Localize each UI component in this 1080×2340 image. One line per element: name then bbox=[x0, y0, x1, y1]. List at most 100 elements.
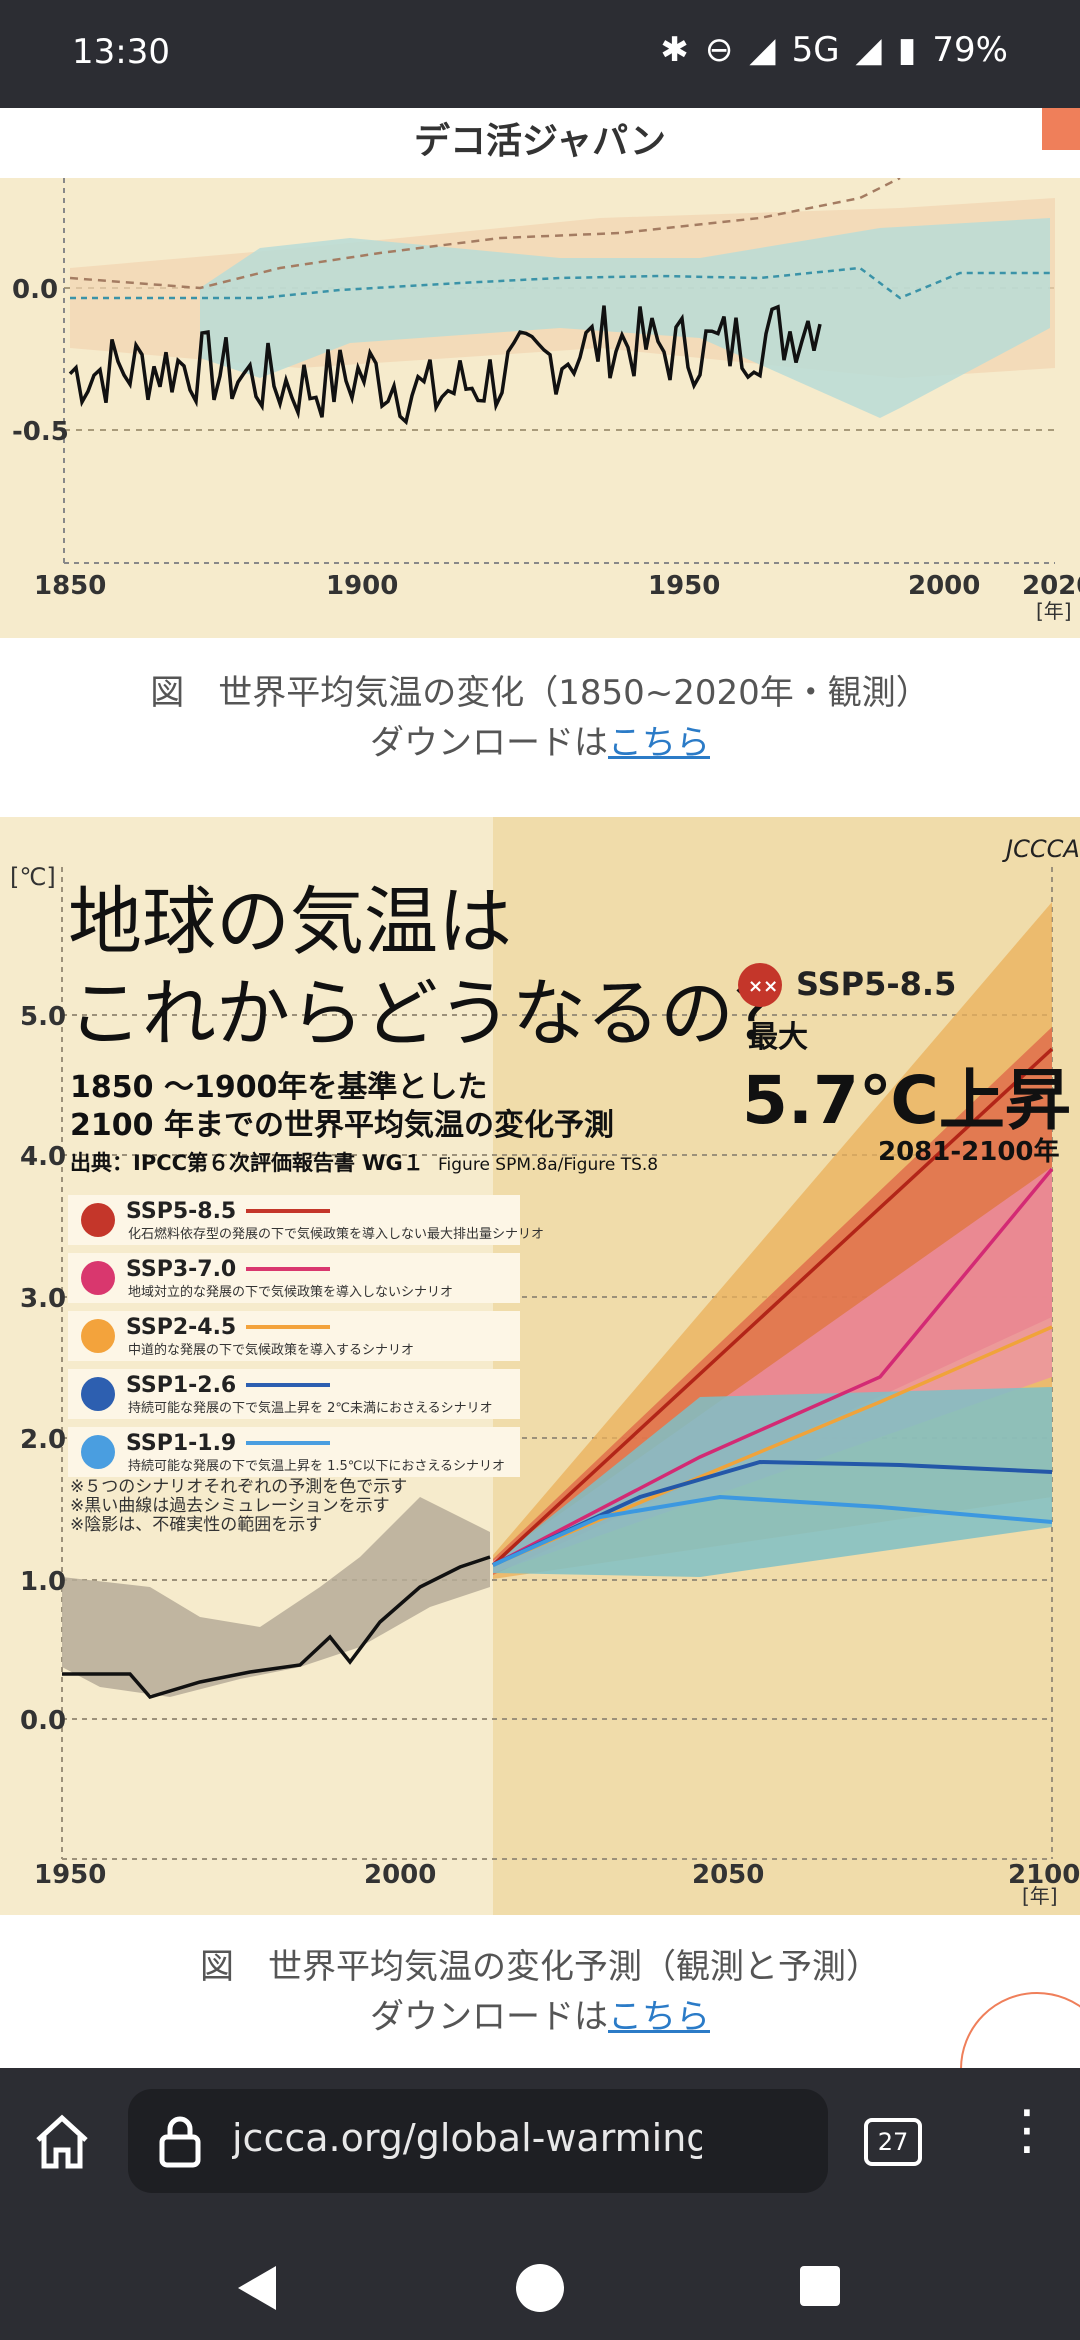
highlight-period: 2081-2100年 bbox=[878, 1136, 1060, 1167]
legend-scenario-desc: 地域対立的な発展の下で気候政策を導入しないシナリオ bbox=[128, 1284, 453, 1300]
legend-item bbox=[68, 1369, 520, 1419]
ssp245-line bbox=[492, 1325, 1053, 1567]
jccca-logo: JCCCA bbox=[1002, 835, 1080, 863]
site-title[interactable]: デコ活ジャパン bbox=[413, 121, 666, 162]
overflow-menu-icon[interactable]: ⋮ bbox=[1000, 2098, 1054, 2161]
status-bar: 13:30 ✱ ⊖ ◢ 5G ◢ ▮ 79% bbox=[0, 0, 1080, 108]
dnd-icon: ⊖ bbox=[704, 30, 734, 70]
legend-scenario-desc: 化石燃料依存型の発展の下で気候政策を導入しない最大排出量シナリオ bbox=[128, 1226, 544, 1242]
chart2-download: ダウンロードはこちら bbox=[0, 1992, 1080, 2042]
observed-series-line bbox=[68, 304, 822, 426]
bluetooth-icon: ✱ bbox=[660, 30, 689, 70]
highlight-value: 5.7℃上昇 bbox=[742, 1062, 1071, 1139]
y-tick-label: 2.0 bbox=[20, 1425, 66, 1455]
chart2-caption: 図 世界平均気温の変化予測（観測と予測） ダウンロードはこちら bbox=[0, 1942, 1080, 2042]
legend-scenario-name: SSP1-1.9 bbox=[126, 1431, 236, 1456]
historical-uncertainty-band bbox=[62, 1497, 490, 1697]
chart2-note: ※黒い曲線は過去シミュレーションを示す bbox=[70, 1496, 390, 1516]
projection-chart: [℃] 5.0 4.0 3.0 2.0 1.0 0.0 1950 2000 20… bbox=[0, 817, 1080, 1915]
x-unit-label: [年] bbox=[1036, 599, 1072, 623]
signal-icon: ◢ bbox=[749, 30, 776, 70]
back-nav-icon[interactable] bbox=[228, 2258, 288, 2318]
download-link[interactable]: こちら bbox=[608, 723, 710, 763]
x-tick-label: 1950 bbox=[648, 571, 720, 601]
observed-temperature-chart: 0.0 -0.5 1850 1900 1950 2000 2020 [年] bbox=[0, 178, 1080, 638]
x-unit-label: [年] bbox=[1022, 1884, 1058, 1908]
scenario-face-icon bbox=[81, 1435, 115, 1469]
legend-scenario-desc: 持続可能な発展の下で気温上昇を 1.5℃以下におさえるシナリオ bbox=[128, 1458, 505, 1474]
scenario-legend: SSP5-8.5 化石燃料依存型の発展の下で気候政策を導入しない最大排出量シナリオ… bbox=[68, 1195, 544, 1477]
ssp126-band bbox=[493, 1387, 1052, 1577]
legend-item bbox=[68, 1195, 520, 1245]
legend-scenario-name: SSP2-4.5 bbox=[126, 1315, 236, 1340]
legend-scenario-desc: 持続可能な発展の下で気温上昇を 2℃未満におさえるシナリオ bbox=[128, 1400, 493, 1416]
y-unit-label: [℃] bbox=[10, 863, 56, 891]
lock-icon bbox=[159, 2116, 201, 2168]
home-icon[interactable] bbox=[30, 2110, 94, 2174]
y-tick-label: 3.0 bbox=[20, 1284, 66, 1314]
x-tick-label: 2100 bbox=[1008, 1860, 1080, 1890]
url-text[interactable]: jccca.org/global-warming/t bbox=[232, 2116, 702, 2160]
address-bar[interactable]: jccca.org/global-warming/t bbox=[128, 2089, 828, 2193]
status-time: 13:30 bbox=[72, 32, 170, 72]
simulation-line-teal bbox=[70, 266, 1050, 300]
site-header: デコ活ジャパン bbox=[0, 108, 1080, 179]
chart2-source: 出典：IPCC第６次評価報告書 WG１ bbox=[70, 1151, 424, 1175]
y-tick-label: 0.0 bbox=[20, 1706, 66, 1736]
chart2-note: ※５つのシナリオそれぞれの予測を色で示す bbox=[70, 1477, 407, 1497]
simulation-line-brown bbox=[69, 178, 901, 290]
chart2-note: ※陰影は、不確実性の範囲を示す bbox=[70, 1515, 322, 1535]
x-tick-label: 2000 bbox=[908, 571, 980, 601]
chart1-caption-text: 図 世界平均気温の変化（1850~2020年・観測） bbox=[150, 673, 930, 713]
signal-icon-2: ◢ bbox=[855, 30, 882, 70]
chart2-caption-text: 図 世界平均気温の変化予測（観測と予測） bbox=[200, 1947, 880, 1987]
ssp119-line bbox=[492, 1494, 1053, 1567]
x-tick-label: 2050 bbox=[692, 1860, 764, 1890]
network-label: 5G bbox=[791, 30, 840, 70]
chart1-download: ダウンロードはこちら bbox=[0, 718, 1080, 768]
chart2-source-figure: Figure SPM.8a/Figure TS.8 bbox=[438, 1155, 658, 1175]
tab-count-button[interactable]: 27 bbox=[864, 2118, 922, 2166]
x-tick-label: 2020 bbox=[1022, 571, 1080, 601]
download-prefix: ダウンロードは bbox=[370, 1997, 608, 2037]
y-tick-label: 1.0 bbox=[20, 1567, 66, 1597]
x-tick-label: 1900 bbox=[326, 571, 398, 601]
status-icons: ✱ ⊖ ◢ 5G ◢ ▮ 79% bbox=[660, 30, 1008, 70]
chart2-subtitle-line1: 1850 ～1900年を基準とした bbox=[70, 1070, 487, 1105]
legend-scenario-name: SSP3-7.0 bbox=[126, 1257, 236, 1282]
legend-scenario-name: SSP1-2.6 bbox=[126, 1373, 236, 1398]
scenario-face-icon bbox=[81, 1377, 115, 1411]
uncertainty-band-cool bbox=[200, 218, 1050, 418]
download-prefix: ダウンロードは bbox=[370, 723, 608, 763]
scenario-face-icon bbox=[81, 1261, 115, 1295]
recents-nav-icon[interactable] bbox=[796, 2258, 856, 2318]
battery-icon: ▮ bbox=[897, 30, 917, 70]
chart2-history-background bbox=[0, 817, 493, 1915]
highlight-label: 最大 bbox=[748, 1020, 808, 1055]
home-nav-icon[interactable] bbox=[512, 2258, 572, 2318]
ssp585-line bbox=[491, 1047, 1054, 1567]
x-tick-label: 1850 bbox=[34, 571, 106, 601]
chart2-subtitle-line2: 2100 年までの世界平均気温の変化予測 bbox=[70, 1108, 614, 1143]
highlight-scenario: SSP5-8.5 bbox=[796, 965, 956, 1003]
y-tick-label: 0.0 bbox=[12, 275, 58, 305]
legend-scenario-name: SSP5-8.5 bbox=[126, 1199, 236, 1224]
legend-item bbox=[68, 1311, 520, 1361]
download-link[interactable]: こちら bbox=[608, 1997, 710, 2037]
historical-line bbox=[62, 1555, 491, 1700]
y-tick-label: 5.0 bbox=[20, 1002, 66, 1032]
y-tick-label: -0.5 bbox=[12, 417, 69, 447]
legend-scenario-desc: 中道的な発展の下で気候政策を導入するシナリオ bbox=[128, 1342, 414, 1358]
legend-item bbox=[68, 1427, 520, 1477]
header-accent bbox=[1042, 108, 1080, 150]
ssp370-line bbox=[492, 1167, 1054, 1567]
scenario-face-icon bbox=[81, 1319, 115, 1353]
x-tick-label: 1950 bbox=[34, 1860, 106, 1890]
ssp585-dead-face-icon bbox=[738, 963, 782, 1007]
battery-percent: 79% bbox=[932, 30, 1008, 70]
chart2-title-line1: 地球の気温は bbox=[68, 879, 512, 965]
y-tick-label: 4.0 bbox=[20, 1142, 66, 1172]
scenario-face-icon bbox=[81, 1203, 115, 1237]
svg-text:××: ×× bbox=[748, 976, 778, 997]
chart2-title-line2: これからどうなるの？ bbox=[68, 971, 808, 1057]
